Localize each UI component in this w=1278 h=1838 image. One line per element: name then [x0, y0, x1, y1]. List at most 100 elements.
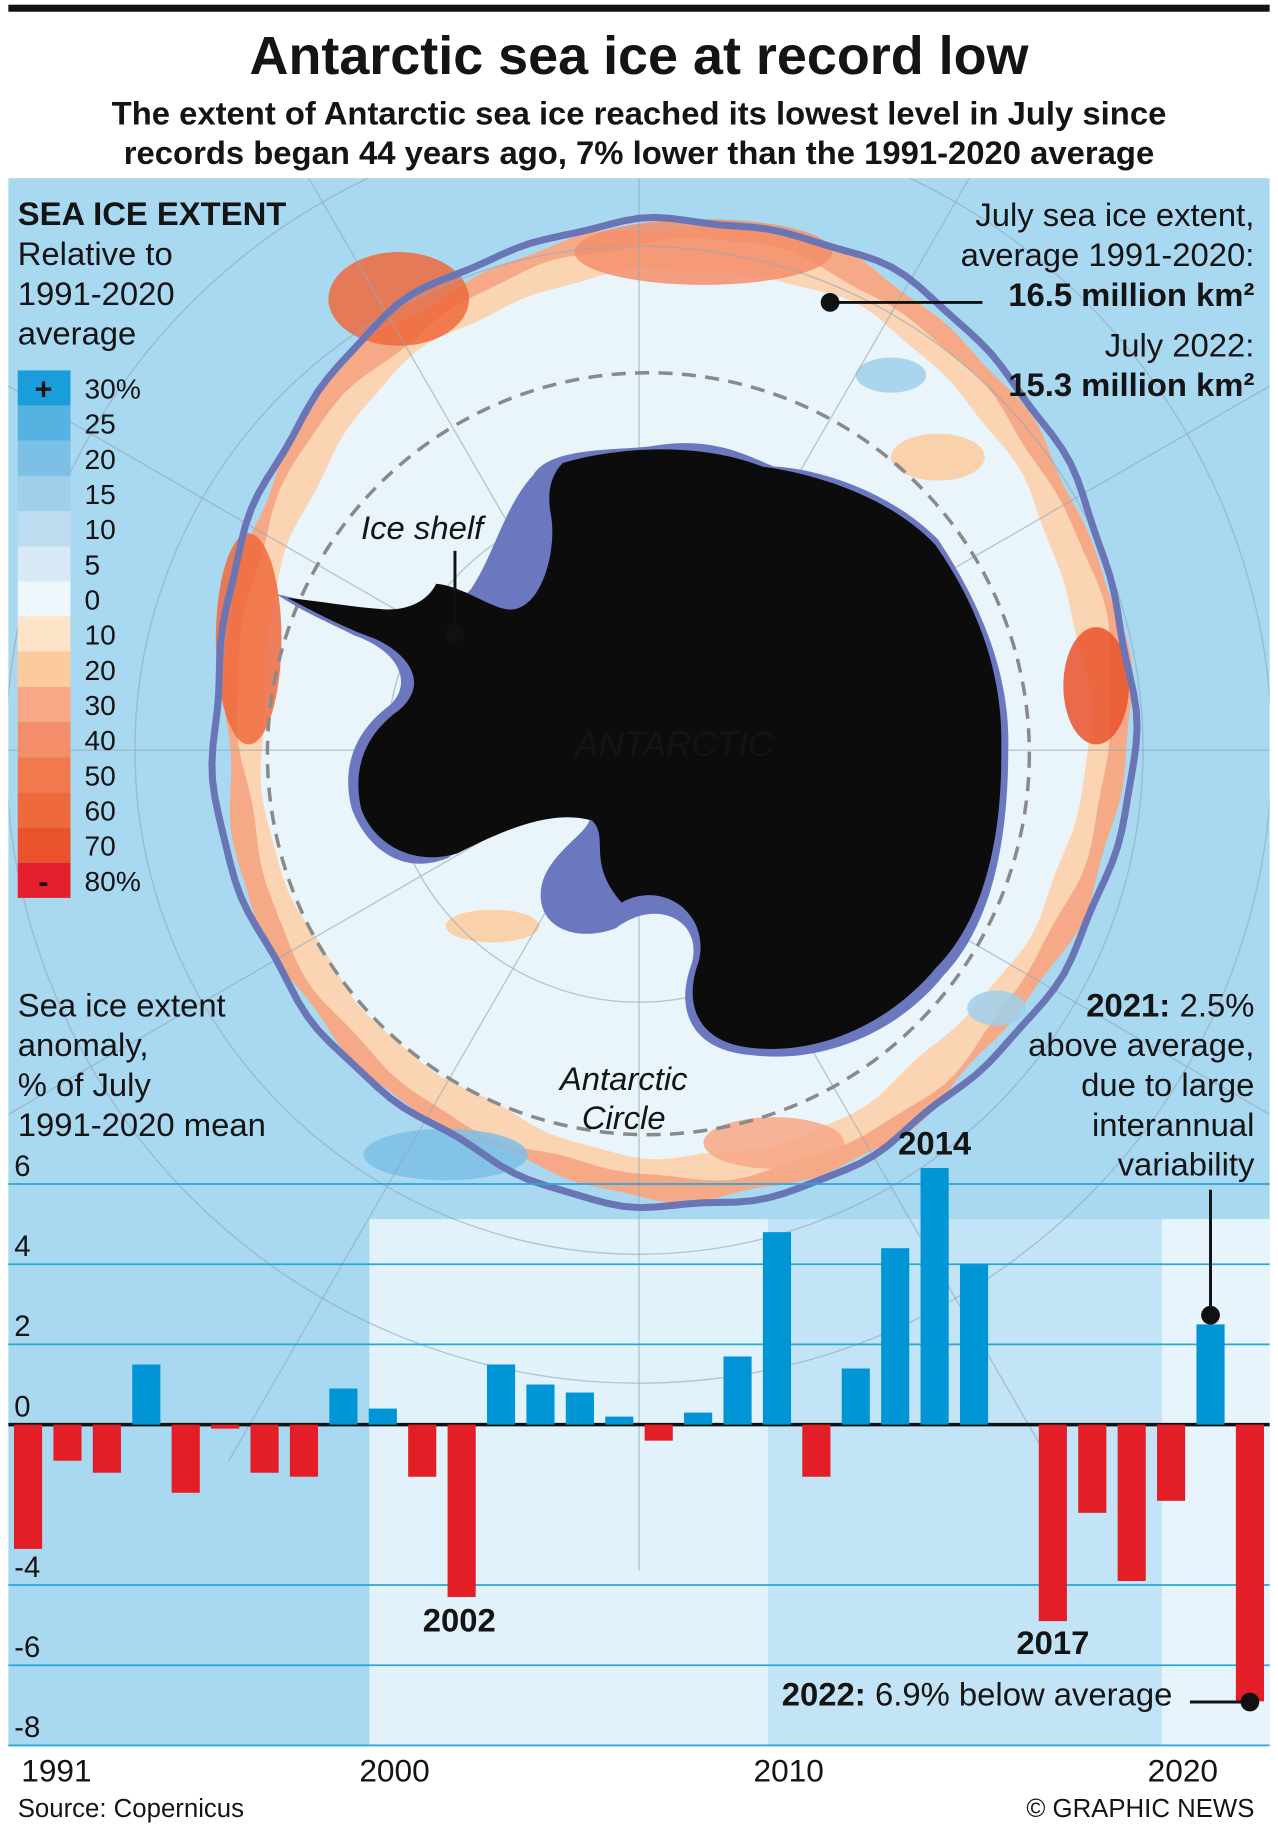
annotation: 2014 [898, 1125, 972, 1162]
y-axis-label: % of July [18, 1066, 152, 1103]
legend-plus: + [35, 373, 53, 407]
bar [644, 1424, 673, 1441]
legend-swatch [17, 440, 71, 476]
legend-label: 10 [85, 620, 116, 651]
anomaly-patch [855, 357, 927, 393]
subtitle: The extent of Antarctic sea ice reached … [112, 94, 1167, 131]
legend-label: 25 [85, 409, 116, 440]
top-rule [8, 4, 1270, 12]
legend-swatch [17, 370, 71, 406]
legend-swatch [17, 792, 71, 828]
legend-title: SEA ICE EXTENT [18, 195, 287, 232]
circle-label: Antarctic [558, 1060, 688, 1097]
y-tick-label: -6 [14, 1631, 40, 1664]
bar [526, 1384, 555, 1425]
bar [329, 1388, 358, 1425]
subtitle: records began 44 years ago, 7% lower tha… [124, 134, 1154, 171]
anomaly-patch [215, 533, 282, 745]
bar [289, 1424, 319, 1477]
y-axis-label: 1991-2020 mean [18, 1106, 266, 1143]
x-tick-label: 2020 [1148, 1753, 1218, 1789]
bar [1157, 1424, 1186, 1501]
y-tick-label: -8 [14, 1711, 40, 1744]
legend-label: 15 [85, 479, 116, 510]
anomaly-patch [363, 1128, 528, 1181]
bar [802, 1424, 831, 1477]
y-axis-label: Sea ice extent [18, 986, 226, 1023]
title: Antarctic sea ice at record low [250, 26, 1030, 86]
continent-label: ANTARCTIC [573, 725, 774, 764]
legend-swatch [17, 686, 71, 723]
annotation: 2017 [1016, 1624, 1089, 1661]
bar [408, 1424, 437, 1477]
credit: © GRAPHIC NEWS [1026, 1795, 1254, 1823]
x-tick-label: 2010 [753, 1753, 823, 1789]
anomaly-patch [891, 433, 985, 481]
x-tick-label: 1991 [21, 1753, 91, 1789]
bar [14, 1424, 43, 1549]
anomaly-patch [703, 1117, 845, 1169]
bar [959, 1264, 989, 1425]
legend-label: 0 [85, 585, 101, 616]
average-note: July sea ice extent, [975, 196, 1254, 233]
bar [565, 1392, 594, 1425]
bar [605, 1416, 634, 1425]
circle-label: Circle [582, 1099, 666, 1136]
legend-swatch [17, 475, 71, 512]
x-tick-label: 2000 [359, 1753, 429, 1789]
bar [1196, 1324, 1225, 1425]
bar [920, 1167, 949, 1425]
legend-label: 10 [85, 514, 116, 545]
annotation-text: 6.9% below average [875, 1676, 1172, 1713]
band [369, 1219, 768, 1747]
y-tick-label: 6 [14, 1150, 30, 1183]
y-tick-label: 2 [14, 1310, 30, 1343]
bar [1038, 1424, 1067, 1622]
leader-dot [1201, 1305, 1220, 1325]
anomaly-patch [445, 909, 540, 943]
bar [841, 1368, 870, 1425]
annotation: interannual [1092, 1106, 1254, 1143]
legend-swatch [17, 757, 71, 793]
bar [447, 1424, 476, 1598]
legend-swatch [17, 651, 71, 687]
y-tick-label: 4 [14, 1230, 30, 1263]
annotation: variability [1118, 1146, 1255, 1183]
legend-swatch [17, 722, 71, 758]
bar [53, 1424, 82, 1461]
bar [132, 1364, 161, 1425]
leader-dot [1240, 1692, 1260, 1712]
average-note: average 1991-2020: [961, 236, 1255, 273]
leader-dot [445, 623, 465, 643]
bar [881, 1248, 910, 1425]
legend-subtitle: average [18, 315, 137, 352]
bar [1235, 1424, 1264, 1702]
source: Source: Copernicus [18, 1795, 244, 1823]
legend-label: 80% [85, 866, 141, 897]
annotation-label: 2022: [782, 1676, 866, 1713]
legend-label: 30 [85, 690, 116, 721]
bar [92, 1424, 121, 1473]
graticule [134, 245, 1144, 1255]
average-note: 16.5 million km² [1008, 276, 1254, 313]
bar [723, 1356, 752, 1425]
legend-label: 40 [85, 725, 116, 756]
bar [684, 1412, 713, 1425]
labels: Antarctic sea ice at record low The exten… [17, 26, 1255, 1136]
annotation: 2002 [423, 1602, 496, 1639]
graticule [8, 178, 1270, 1384]
legend-label: 30% [85, 374, 141, 405]
annotation-label: 2021: [1086, 986, 1170, 1023]
anomaly-patch [967, 990, 1026, 1026]
legend-swatch [17, 616, 71, 652]
legend-label: 60 [85, 796, 116, 827]
bar [250, 1424, 279, 1473]
antarctica [276, 443, 1009, 1057]
legend-minus: - [38, 865, 48, 899]
legend-swatch [17, 546, 71, 582]
bar [1078, 1424, 1107, 1513]
anomaly-patch [328, 252, 470, 346]
legend-label: 5 [85, 549, 101, 580]
